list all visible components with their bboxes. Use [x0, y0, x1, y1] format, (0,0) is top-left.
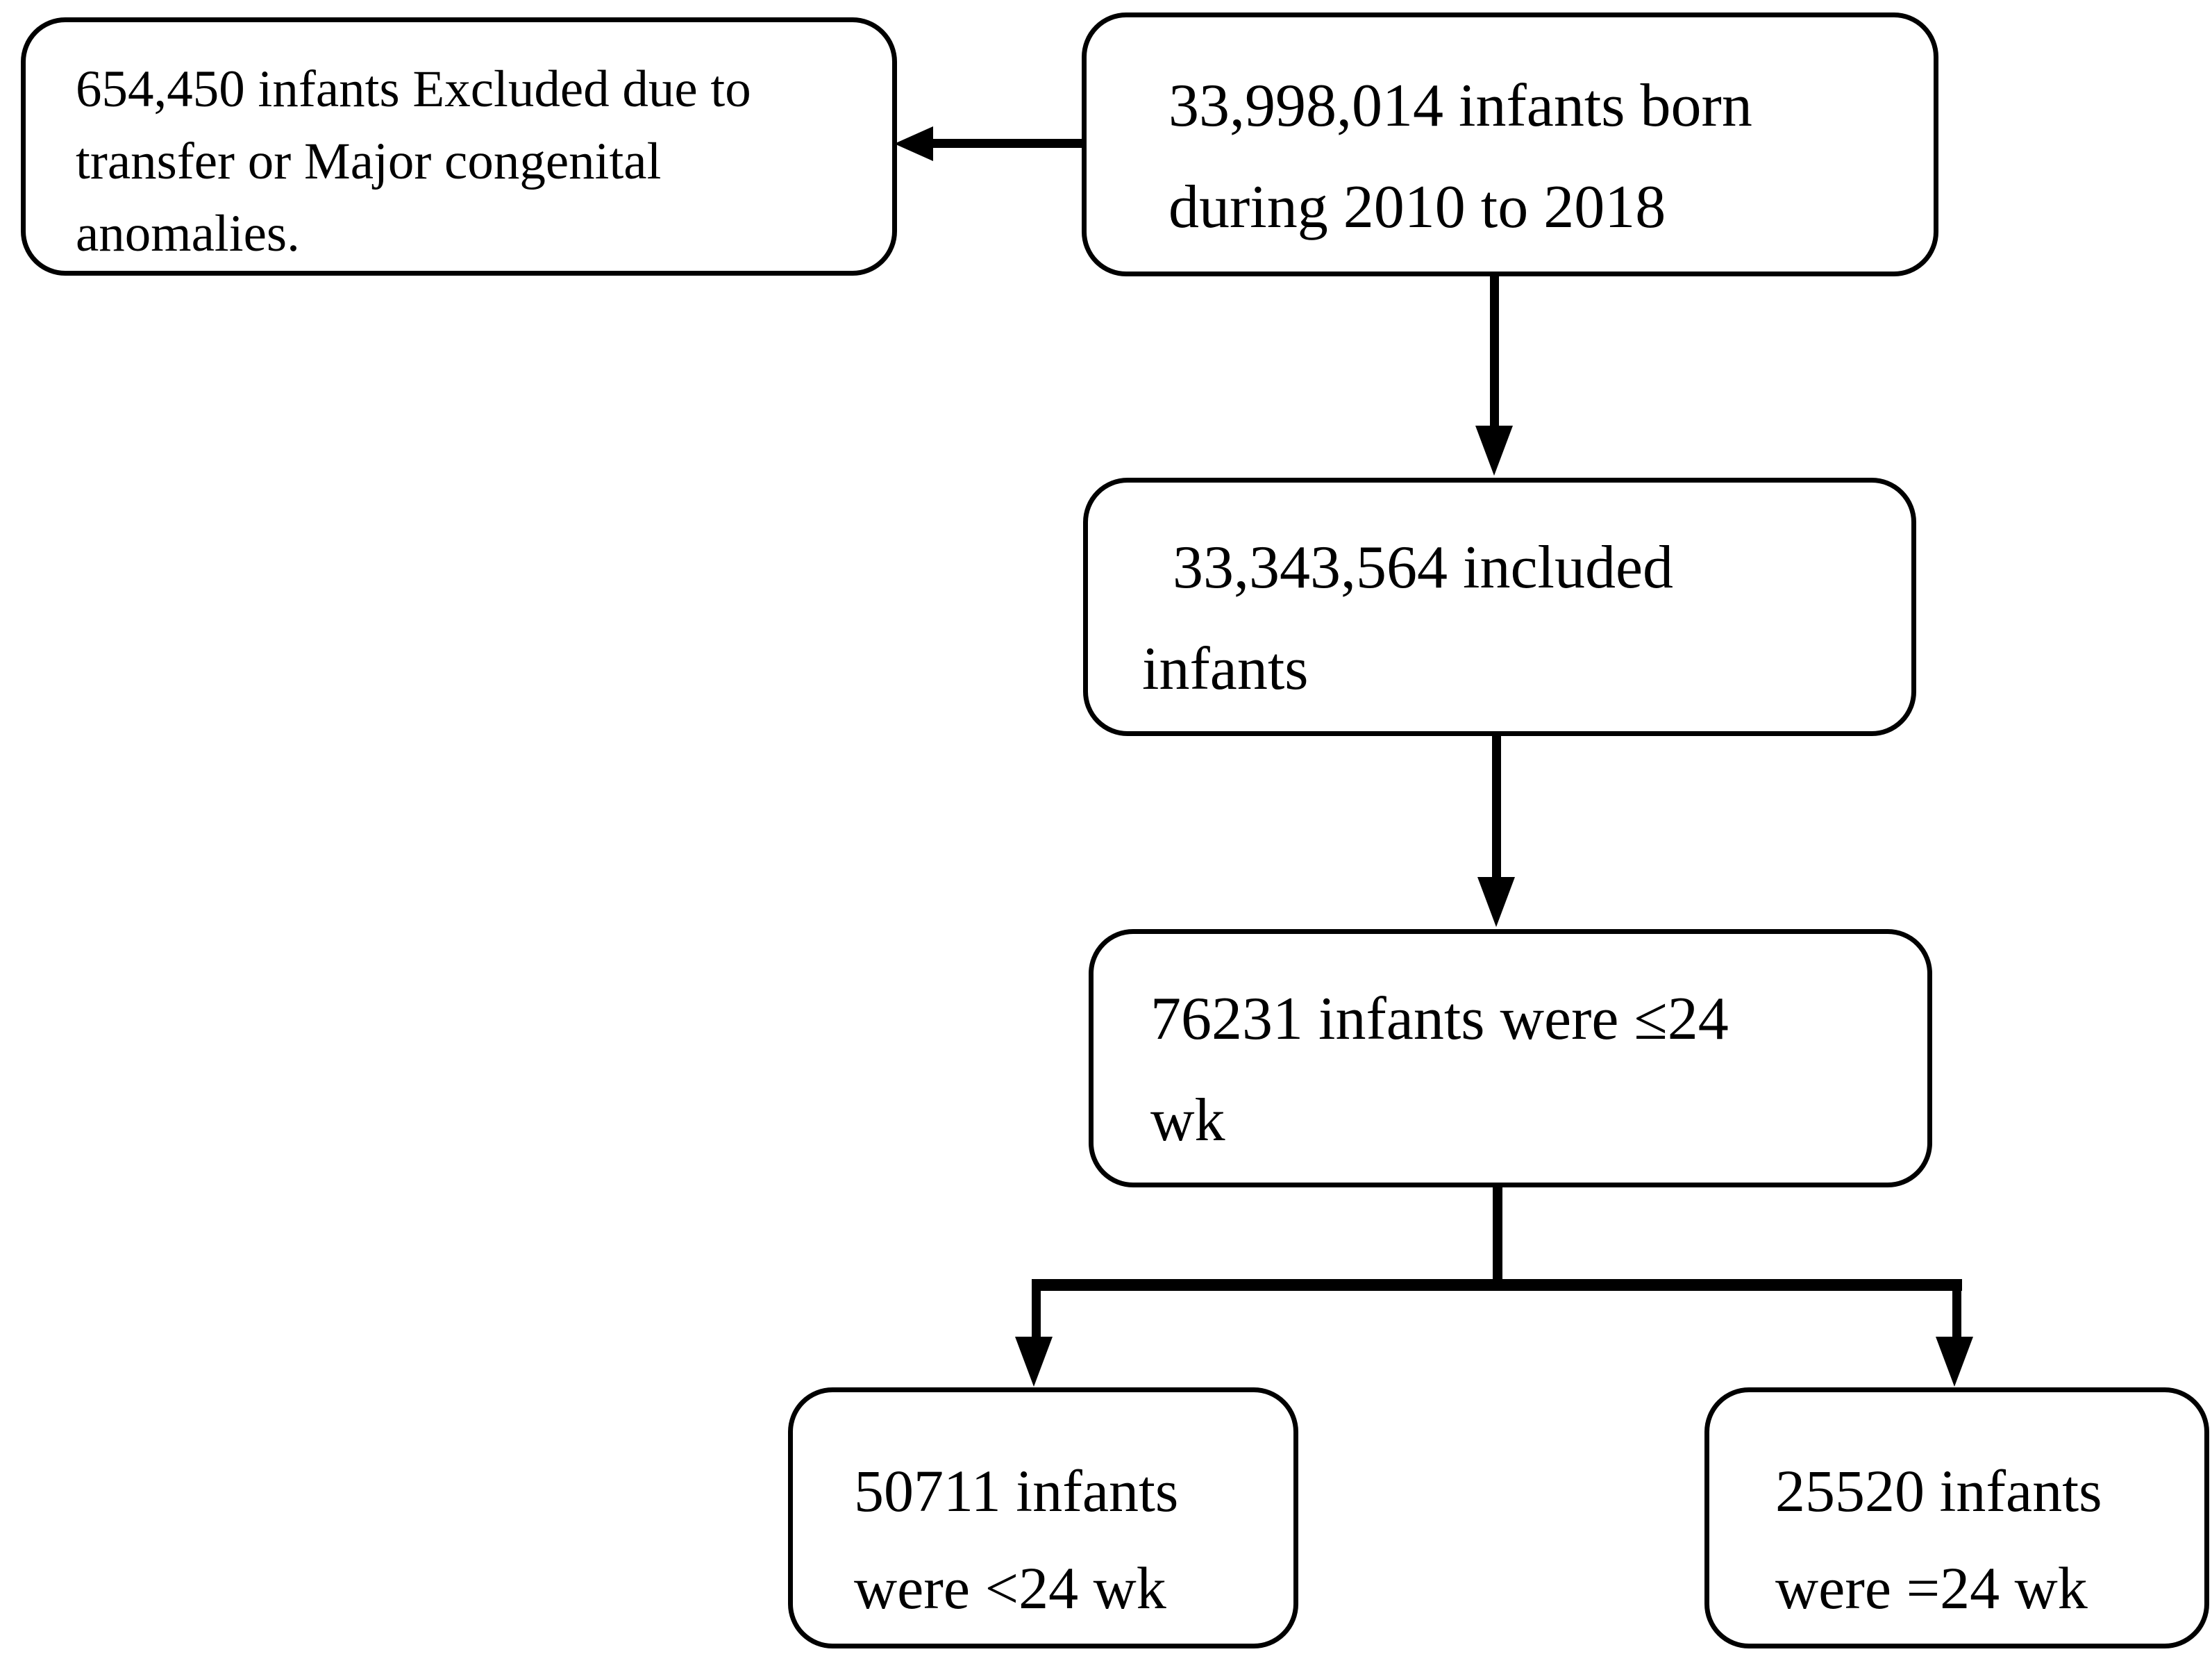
box-lt-24wk-infants-text: 50711 infants were <24 wk — [854, 1458, 1179, 1621]
box-excluded-infants: 654,450 infants Excluded due to transfer… — [21, 17, 897, 276]
box-infants-born: 33,998,014 infants born during 2010 to 2… — [1082, 12, 1938, 276]
connector-le24-stem-line — [1493, 1187, 1502, 1285]
box-le-24wk-infants-text: 76231 infants were ≤24 wk — [1150, 985, 1729, 1154]
box-lt-24wk-infants: 50711 infants were <24 wk — [788, 1387, 1298, 1648]
box-eq-24wk-infants: 25520 infants were =24 wk — [1704, 1387, 2209, 1648]
connector-branch-right-line — [1952, 1286, 1961, 1338]
connector-included-to-le24-line — [1492, 736, 1501, 878]
box-infants-born-text: 33,998,014 infants born during 2010 to 2… — [1168, 72, 1752, 241]
arrowhead-down-icon — [1477, 877, 1515, 927]
connector-branch-left-line — [1032, 1286, 1041, 1338]
arrowhead-left-icon — [894, 126, 933, 161]
box-included-infants: 33,343,564 included infants — [1083, 478, 1916, 736]
box-excluded-infants-text: 654,450 infants Excluded due to transfer… — [76, 60, 751, 262]
arrowhead-down-icon — [1936, 1337, 1973, 1387]
connector-born-to-excluded-line — [929, 139, 1083, 148]
arrowhead-down-icon — [1015, 1337, 1053, 1387]
box-eq-24wk-infants-text: 25520 infants were =24 wk — [1775, 1458, 2102, 1621]
box-included-infants-text: 33,343,564 included infants — [1142, 534, 1674, 703]
connector-branch-bar-line — [1032, 1279, 1962, 1291]
connector-born-to-included-line — [1490, 276, 1499, 426]
box-le-24wk-infants: 76231 infants were ≤24 wk — [1089, 929, 1932, 1187]
arrowhead-down-icon — [1475, 426, 1513, 476]
